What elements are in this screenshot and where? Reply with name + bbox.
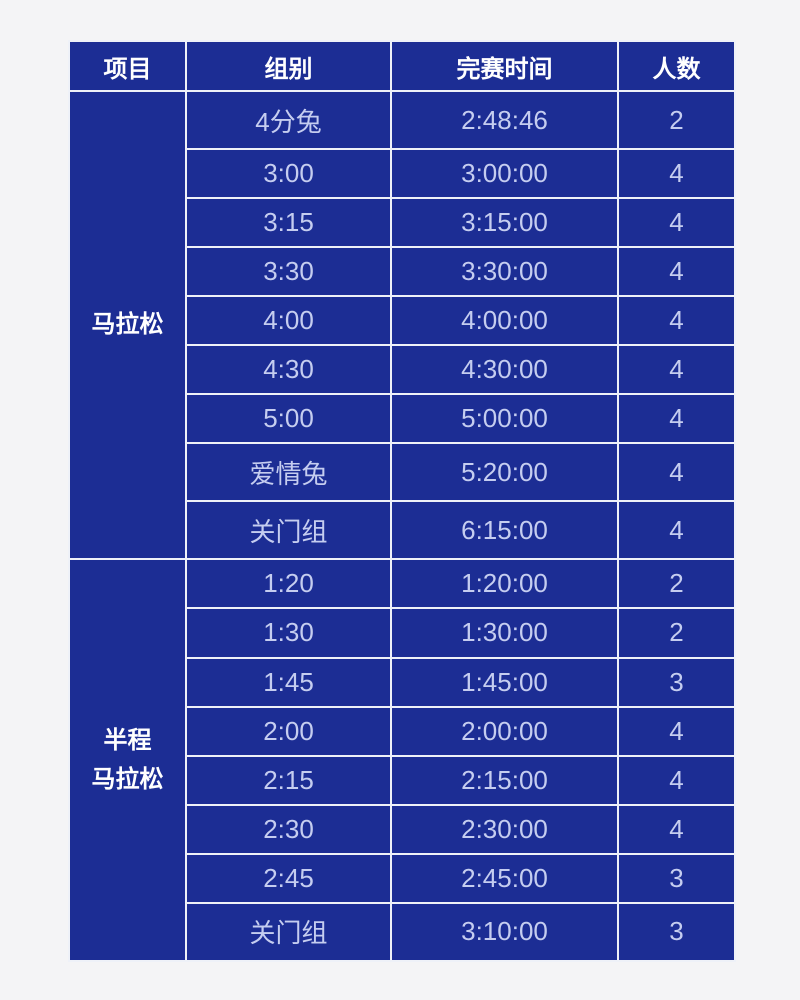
count-cell: 4	[617, 442, 736, 503]
group-cell: 3:15	[185, 197, 392, 249]
count-cell: 4	[617, 754, 736, 806]
count-cell: 2	[617, 558, 736, 610]
event-cell: 马拉松	[68, 89, 187, 561]
table-row: 关门组 6:15:00 4	[69, 500, 736, 561]
count-cell: 4	[617, 295, 736, 347]
table-row: 2:30 2:30:00 4	[69, 803, 736, 855]
table-row: 4:00 4:00:00 4	[69, 295, 736, 347]
event-cell: 半程 马拉松	[68, 558, 187, 962]
group-cell: 2:30	[185, 803, 392, 855]
count-cell: 2	[617, 90, 736, 150]
header-group: 组别	[185, 40, 392, 92]
finish-time-cell: 2:15:00	[390, 754, 619, 806]
group-cell: 4分兔	[185, 90, 392, 150]
count-cell: 4	[617, 393, 736, 445]
count-cell: 3	[617, 901, 736, 963]
finish-time-cell: 2:48:46	[390, 90, 619, 150]
group-cell: 4:00	[185, 295, 392, 347]
header-count: 人数	[617, 40, 736, 92]
group-cell: 2:00	[185, 705, 392, 757]
count-cell: 4	[617, 197, 736, 249]
finish-time-cell: 1:30:00	[390, 607, 619, 659]
count-cell: 4	[617, 147, 736, 200]
finish-time-cell: 1:45:00	[390, 656, 619, 708]
table-row: 马拉松 4分兔 2:48:46 2	[68, 89, 736, 561]
table-row: 关门组 3:10:00 3	[69, 901, 736, 963]
table-row: 爱情兔 5:20:00 4	[69, 442, 736, 503]
finish-time-cell: 3:00:00	[390, 147, 619, 200]
table-row: 3:30 3:30:00 4	[69, 246, 736, 298]
finish-time-cell: 2:00:00	[390, 705, 619, 757]
finish-time-cell: 2:30:00	[390, 803, 619, 855]
group-cell: 3:00	[185, 147, 392, 200]
finish-time-cell: 5:00:00	[390, 393, 619, 445]
group-cell: 2:45	[185, 852, 392, 904]
table-row: 3:00 3:00:00 4	[69, 147, 736, 200]
finish-time-cell: 6:15:00	[390, 500, 619, 561]
count-cell: 2	[617, 607, 736, 659]
table-row: 4:30 4:30:00 4	[69, 344, 736, 396]
header-finish-time: 完赛时间	[390, 40, 619, 92]
group-cell: 1:30	[185, 607, 392, 659]
group-cell: 1:45	[185, 656, 392, 708]
group-cell: 3:30	[185, 246, 392, 298]
count-cell: 3	[617, 656, 736, 708]
table-row: 5:00 5:00:00 4	[69, 393, 736, 445]
header-event: 项目	[68, 40, 187, 92]
table-row: 2:15 2:15:00 4	[69, 754, 736, 806]
header-row: 项目 组别 完赛时间 人数	[68, 40, 736, 92]
count-cell: 4	[617, 705, 736, 757]
group-cell: 爱情兔	[185, 442, 392, 503]
table-row: 1:45 1:45:00 3	[69, 656, 736, 708]
group-cell: 关门组	[185, 500, 392, 561]
group-cell: 4:30	[185, 344, 392, 396]
group-cell: 5:00	[185, 393, 392, 445]
table-row: 3:15 3:15:00 4	[69, 197, 736, 249]
count-cell: 4	[617, 803, 736, 855]
table-row: 2:00 2:00:00 4	[69, 705, 736, 757]
count-cell: 3	[617, 852, 736, 904]
finish-time-cell: 5:20:00	[390, 442, 619, 503]
table-row: 1:30 1:30:00 2	[69, 607, 736, 659]
finish-time-cell: 4:00:00	[390, 295, 619, 347]
group-cell: 1:20	[185, 558, 392, 610]
marathon-pace-table: 项目 组别 完赛时间 人数 马拉松 4分兔 2:48:46 2 3:00 3:00:00 4…	[68, 40, 736, 963]
group-cell: 2:15	[185, 754, 392, 806]
count-cell: 4	[617, 500, 736, 561]
finish-time-cell: 3:30:00	[390, 246, 619, 298]
table-row: 2:45 2:45:00 3	[69, 852, 736, 904]
finish-time-cell: 3:10:00	[390, 901, 619, 963]
table-row: 半程 马拉松 1:20 1:20:00 2	[68, 558, 736, 962]
group-cell: 关门组	[185, 901, 392, 963]
finish-time-cell: 1:20:00	[390, 558, 619, 610]
finish-time-cell: 3:15:00	[390, 197, 619, 249]
finish-time-cell: 4:30:00	[390, 344, 619, 396]
count-cell: 4	[617, 246, 736, 298]
finish-time-cell: 2:45:00	[390, 852, 619, 904]
count-cell: 4	[617, 344, 736, 396]
